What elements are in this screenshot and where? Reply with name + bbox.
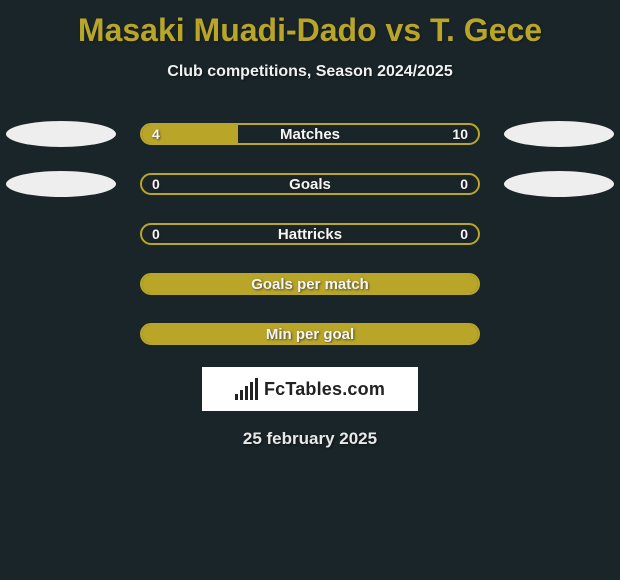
stat-label: Matches	[142, 125, 478, 143]
stat-row: 0Hattricks0	[0, 221, 620, 247]
stat-bar: Goals per match	[140, 273, 480, 295]
page-title: Masaki Muadi-Dado vs T. Gece	[0, 0, 620, 49]
stat-label: Goals per match	[142, 275, 478, 293]
date-text: 25 february 2025	[0, 429, 620, 449]
stat-right-value: 0	[460, 175, 468, 193]
stat-right-value: 10	[452, 125, 468, 143]
stat-bar: 0Goals0	[140, 173, 480, 195]
stat-bar: 4Matches10	[140, 123, 480, 145]
player-left-ellipse	[6, 171, 116, 197]
subtitle: Club competitions, Season 2024/2025	[0, 63, 620, 81]
stat-row: Goals per match	[0, 271, 620, 297]
stat-row: 0Goals0	[0, 171, 620, 197]
stat-bar: Min per goal	[140, 323, 480, 345]
player-right-ellipse	[504, 171, 614, 197]
player-left-ellipse	[6, 121, 116, 147]
stat-bar: 0Hattricks0	[140, 223, 480, 245]
logo-text: FcTables.com	[264, 379, 385, 400]
logo-box: FcTables.com	[202, 367, 418, 411]
stat-label: Hattricks	[142, 225, 478, 243]
stat-row: 4Matches10	[0, 121, 620, 147]
logo-chart-icon	[235, 378, 258, 400]
stat-row: Min per goal	[0, 321, 620, 347]
stat-label: Min per goal	[142, 325, 478, 343]
stat-right-value: 0	[460, 225, 468, 243]
stat-label: Goals	[142, 175, 478, 193]
player-right-ellipse	[504, 121, 614, 147]
stat-rows: 4Matches100Goals00Hattricks0Goals per ma…	[0, 121, 620, 347]
